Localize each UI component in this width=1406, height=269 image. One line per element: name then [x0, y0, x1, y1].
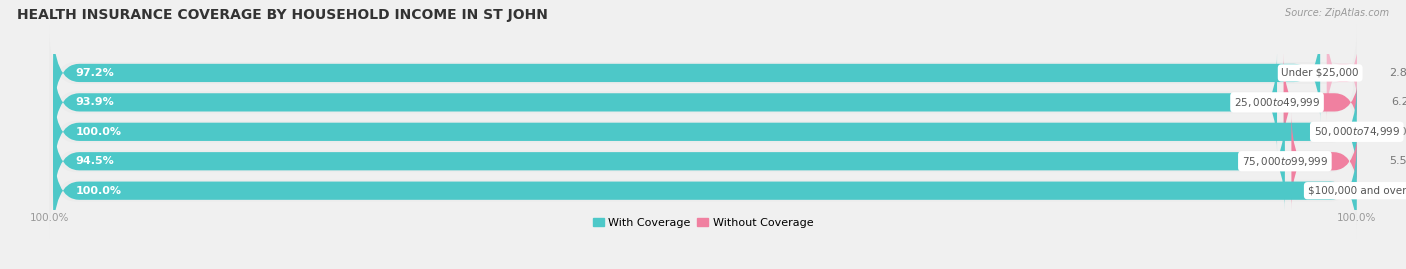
- Text: 6.2%: 6.2%: [1391, 97, 1406, 107]
- Legend: With Coverage, Without Coverage: With Coverage, Without Coverage: [588, 213, 818, 232]
- Text: HEALTH INSURANCE COVERAGE BY HOUSEHOLD INCOME IN ST JOHN: HEALTH INSURANCE COVERAGE BY HOUSEHOLD I…: [17, 8, 548, 22]
- Text: 94.5%: 94.5%: [76, 156, 114, 166]
- FancyBboxPatch shape: [1327, 23, 1360, 123]
- FancyBboxPatch shape: [1292, 111, 1360, 211]
- Text: $25,000 to $49,999: $25,000 to $49,999: [1234, 96, 1320, 109]
- Text: Under $25,000: Under $25,000: [1281, 68, 1360, 78]
- Text: $75,000 to $99,999: $75,000 to $99,999: [1241, 155, 1329, 168]
- FancyBboxPatch shape: [49, 84, 1357, 180]
- FancyBboxPatch shape: [49, 113, 1357, 209]
- Text: Source: ZipAtlas.com: Source: ZipAtlas.com: [1285, 8, 1389, 18]
- Text: 93.9%: 93.9%: [76, 97, 114, 107]
- Text: 0.0%: 0.0%: [1389, 127, 1406, 137]
- Text: 100.0%: 100.0%: [76, 186, 121, 196]
- FancyBboxPatch shape: [53, 141, 1357, 240]
- Text: $50,000 to $74,999: $50,000 to $74,999: [1313, 125, 1400, 138]
- Text: 97.2%: 97.2%: [76, 68, 114, 78]
- FancyBboxPatch shape: [53, 111, 1285, 211]
- FancyBboxPatch shape: [53, 53, 1277, 152]
- Text: 5.5%: 5.5%: [1389, 156, 1406, 166]
- FancyBboxPatch shape: [1284, 53, 1361, 152]
- FancyBboxPatch shape: [49, 143, 1357, 239]
- Text: $100,000 and over: $100,000 and over: [1308, 186, 1406, 196]
- Text: 0.0%: 0.0%: [1389, 186, 1406, 196]
- Text: 100.0%: 100.0%: [76, 127, 121, 137]
- FancyBboxPatch shape: [49, 54, 1357, 150]
- FancyBboxPatch shape: [53, 82, 1357, 182]
- FancyBboxPatch shape: [49, 25, 1357, 121]
- Text: 2.8%: 2.8%: [1389, 68, 1406, 78]
- FancyBboxPatch shape: [53, 23, 1320, 123]
